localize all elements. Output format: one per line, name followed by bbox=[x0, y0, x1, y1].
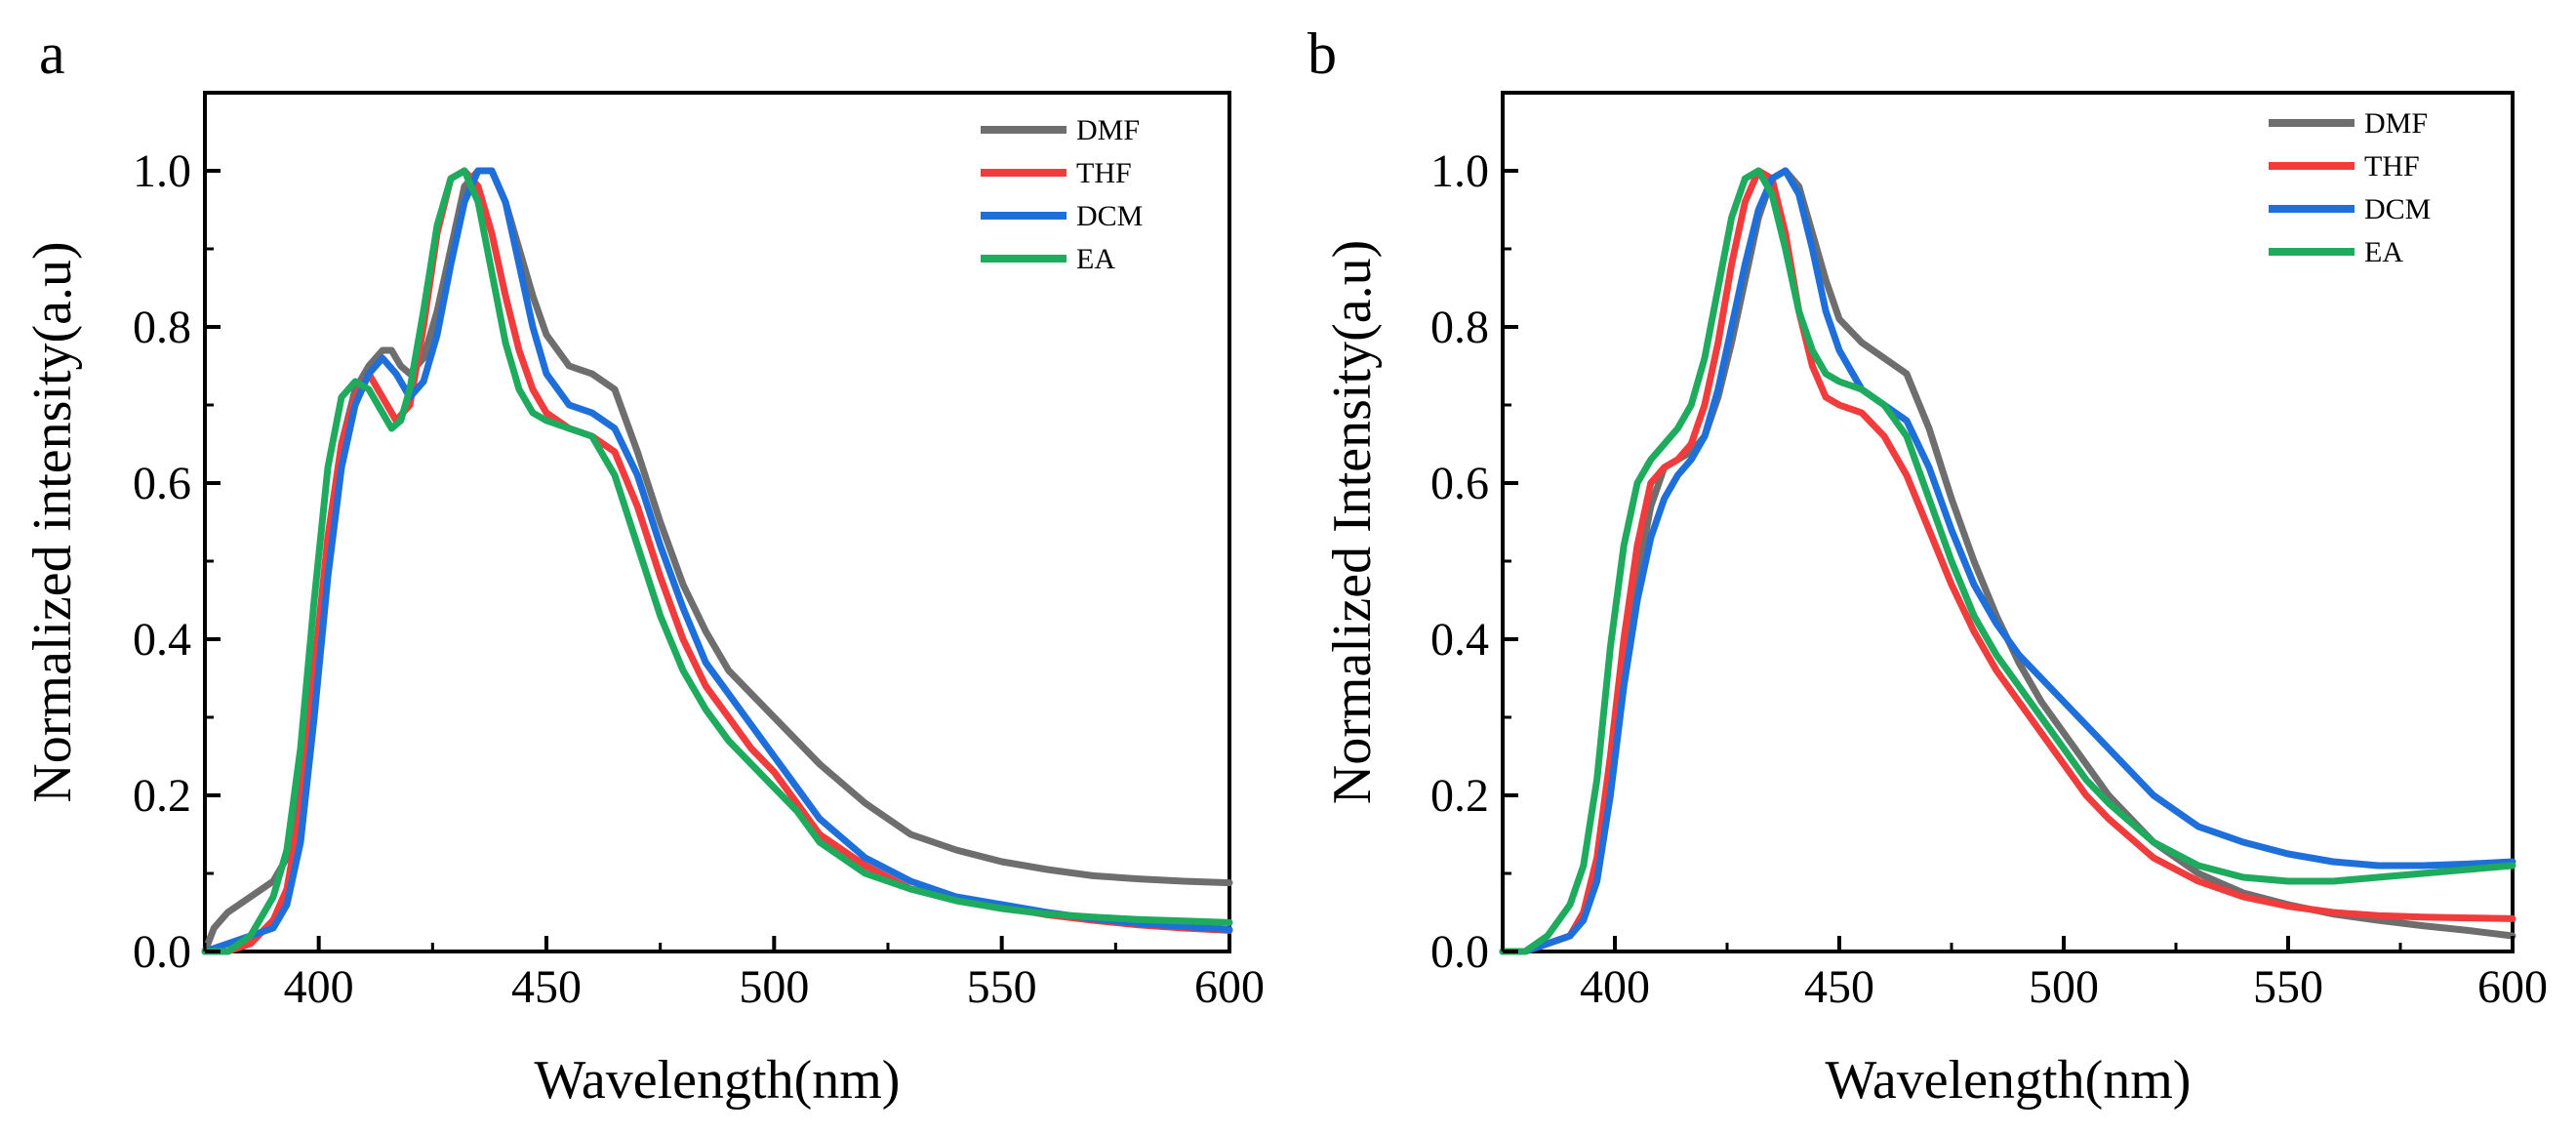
legend-label-ea: EA bbox=[2364, 236, 2403, 268]
panel-a-legend: DMF THF DCM EA bbox=[981, 114, 1143, 275]
panel-b-series bbox=[1499, 167, 2516, 955]
panel-b-legend: DMF THF DCM EA bbox=[2269, 107, 2431, 268]
series-line-thf bbox=[201, 167, 1233, 955]
x-tick-label: 550 bbox=[2253, 961, 2323, 1013]
y-tick-label: 0.0 bbox=[1430, 926, 1489, 978]
panel-b: b 400 450 500 550 600 0.0 0.2 0.4 0.6 0.8 1.0 Wave… bbox=[1308, 21, 2548, 1111]
series-line-ea bbox=[1499, 167, 2516, 955]
panel-a-x-axis-title: Wavelength(nm) bbox=[535, 1050, 901, 1111]
x-tick-label: 500 bbox=[2029, 961, 2099, 1013]
panel-b-label: b bbox=[1308, 21, 1337, 86]
y-tick-label: 0.8 bbox=[1430, 302, 1489, 353]
panel-a-frame bbox=[203, 91, 1231, 953]
legend-label-dmf: DMF bbox=[2364, 107, 2428, 140]
series-line-dcm bbox=[201, 167, 1233, 955]
series-line-dmf bbox=[1499, 167, 2516, 955]
legend-label-dcm: DCM bbox=[2364, 193, 2431, 225]
x-tick-label: 450 bbox=[1804, 961, 1874, 1013]
legend-label-dmf: DMF bbox=[1076, 114, 1140, 146]
x-tick-label: 600 bbox=[1194, 961, 1265, 1013]
x-tick-label: 600 bbox=[2477, 961, 2548, 1013]
panel-a-label: a bbox=[39, 21, 65, 86]
y-tick-label: 1.0 bbox=[133, 145, 191, 197]
panel-b-x-axis-title: Wavelength(nm) bbox=[1826, 1050, 2192, 1111]
x-tick-label: 400 bbox=[1580, 961, 1650, 1013]
y-tick-label: 0.2 bbox=[133, 770, 191, 822]
series-line-thf bbox=[1499, 167, 2516, 955]
legend-entry-dcm: DCM bbox=[2269, 193, 2431, 225]
panel-a-series bbox=[201, 167, 1233, 955]
x-tick-label: 500 bbox=[739, 961, 809, 1013]
legend-entry-thf: THF bbox=[981, 157, 1132, 189]
y-tick-label: 0.2 bbox=[1430, 770, 1489, 822]
series-line-dmf bbox=[201, 167, 1233, 955]
legend-label-thf: THF bbox=[2364, 150, 2420, 182]
series-line-dcm bbox=[1499, 167, 2516, 955]
legend-label-thf: THF bbox=[1076, 157, 1132, 189]
legend-entry-dcm: DCM bbox=[981, 200, 1143, 232]
y-tick-label: 0.6 bbox=[1430, 458, 1489, 509]
x-tick-label: 400 bbox=[284, 961, 354, 1013]
legend-entry-thf: THF bbox=[2269, 150, 2420, 182]
panel-a-y-axis-title: Normalized intensity(a.u) bbox=[22, 241, 83, 802]
y-tick-label: 0.0 bbox=[133, 926, 191, 978]
legend-label-dcm: DCM bbox=[1076, 200, 1143, 232]
panel-b-y-axis-title: Normalized Intensity(a.u) bbox=[1322, 240, 1383, 804]
panel-b-ticks: 400 450 500 550 600 0.0 0.2 0.4 0.6 0.8 1.0 bbox=[1430, 91, 2548, 1013]
x-tick-label: 450 bbox=[511, 961, 582, 1013]
x-tick-label: 550 bbox=[967, 961, 1037, 1013]
y-tick-label: 0.6 bbox=[133, 458, 191, 509]
series-line-ea bbox=[201, 167, 1233, 955]
y-tick-label: 1.0 bbox=[1430, 145, 1489, 197]
legend-entry-ea: EA bbox=[2269, 236, 2403, 268]
y-tick-label: 0.4 bbox=[1430, 614, 1489, 666]
legend-label-ea: EA bbox=[1076, 243, 1115, 275]
y-tick-label: 0.8 bbox=[133, 302, 191, 353]
panel-a: a 400 450 500 550 600 0.0 0.2 0.4 0.6 0.8 1.0 Wave… bbox=[22, 21, 1265, 1111]
legend-entry-ea: EA bbox=[981, 243, 1115, 275]
panel-b-frame bbox=[1501, 91, 2515, 953]
panel-a-ticks: 400 450 500 550 600 0.0 0.2 0.4 0.6 0.8 1.0 bbox=[133, 91, 1265, 1013]
y-tick-label: 0.4 bbox=[133, 614, 191, 666]
legend-entry-dmf: DMF bbox=[2269, 107, 2428, 140]
legend-entry-dmf: DMF bbox=[981, 114, 1140, 146]
